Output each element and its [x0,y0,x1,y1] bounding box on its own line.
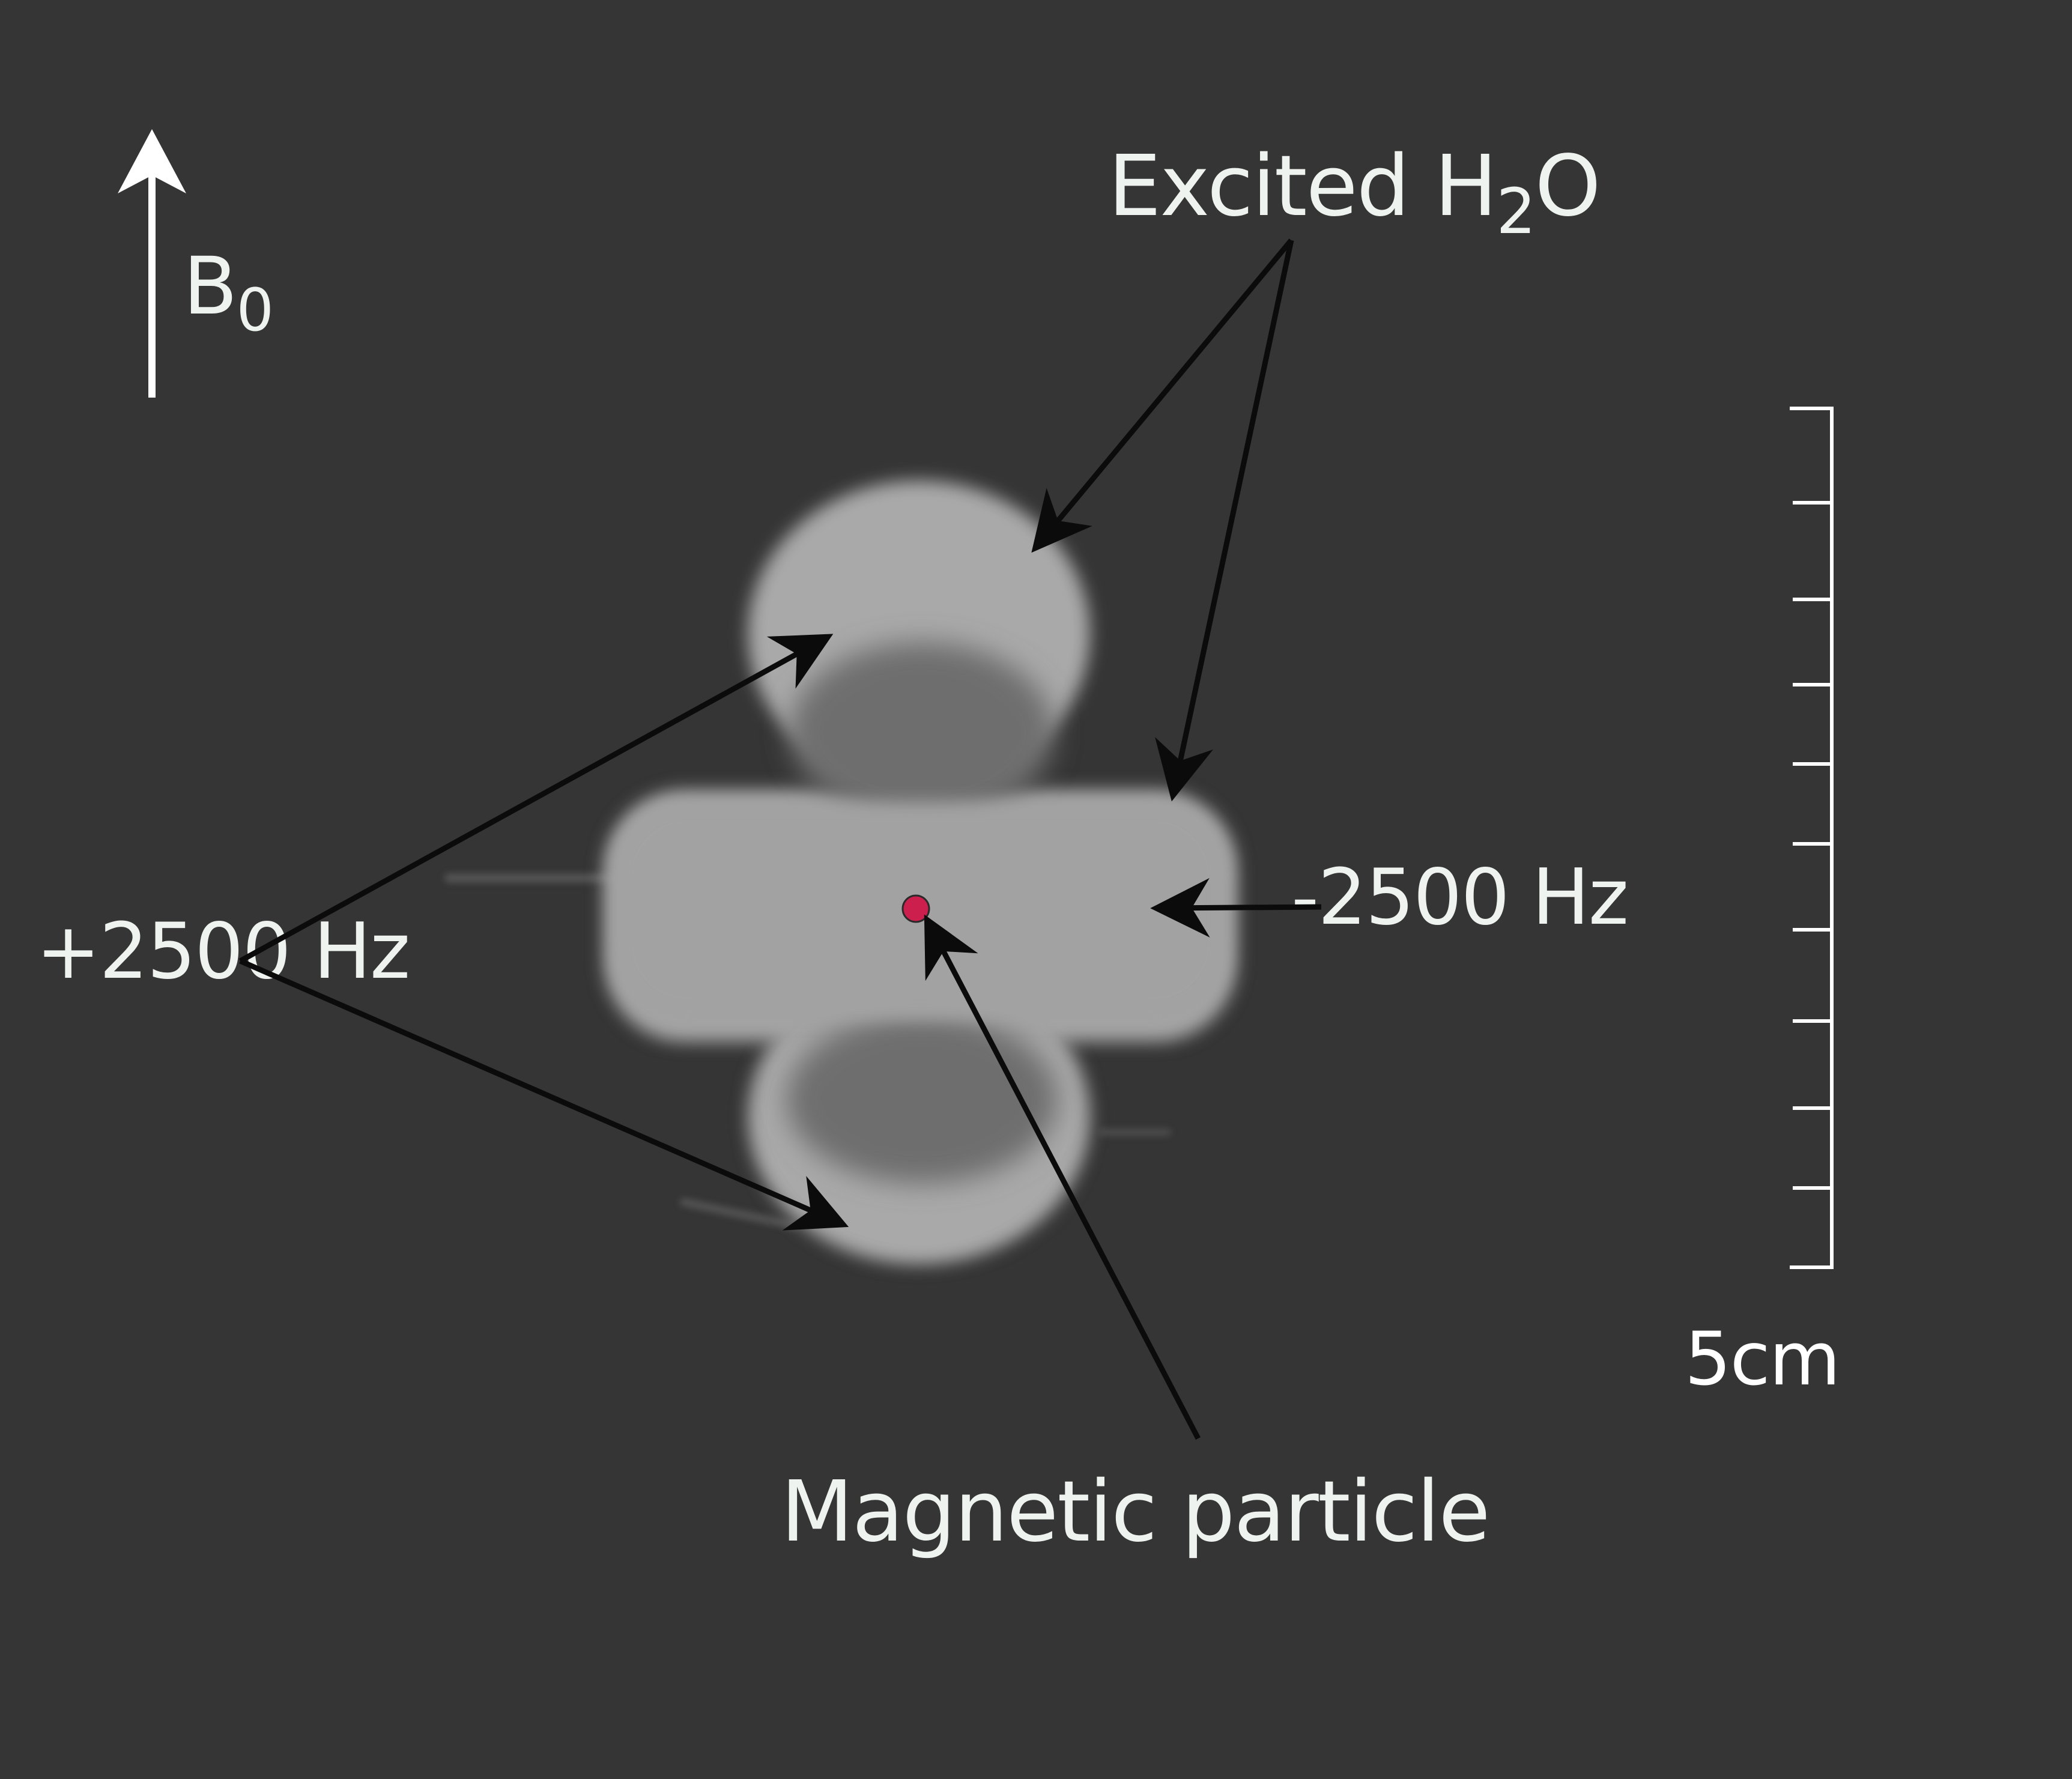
magnetic-particle-label: Magnetic particle [781,1463,1489,1561]
arrow-minus-to-band [1162,907,1321,908]
magnetic-particle-dot [903,896,929,922]
scale-bar [1790,408,1834,1267]
up-arrow-icon [118,129,186,398]
streak-left [444,874,625,882]
arrow-excited-to-band-right [1174,240,1291,790]
top-lobe-inner [790,643,1054,823]
arrow-excited-to-top-lobe [1039,240,1291,544]
streak-right [1099,1129,1171,1135]
b0-label: B0 [183,240,273,345]
bottom-lobe-inner [787,1015,1057,1183]
excited-water-label: Excited H2O [1108,138,1600,248]
plus-frequency-label: +2500 Hz [36,907,409,996]
minus-frequency-label: -2500 Hz [1291,853,1628,942]
excited-water-lobes [604,480,1237,1264]
scale-label: 5cm [1685,1317,1840,1402]
